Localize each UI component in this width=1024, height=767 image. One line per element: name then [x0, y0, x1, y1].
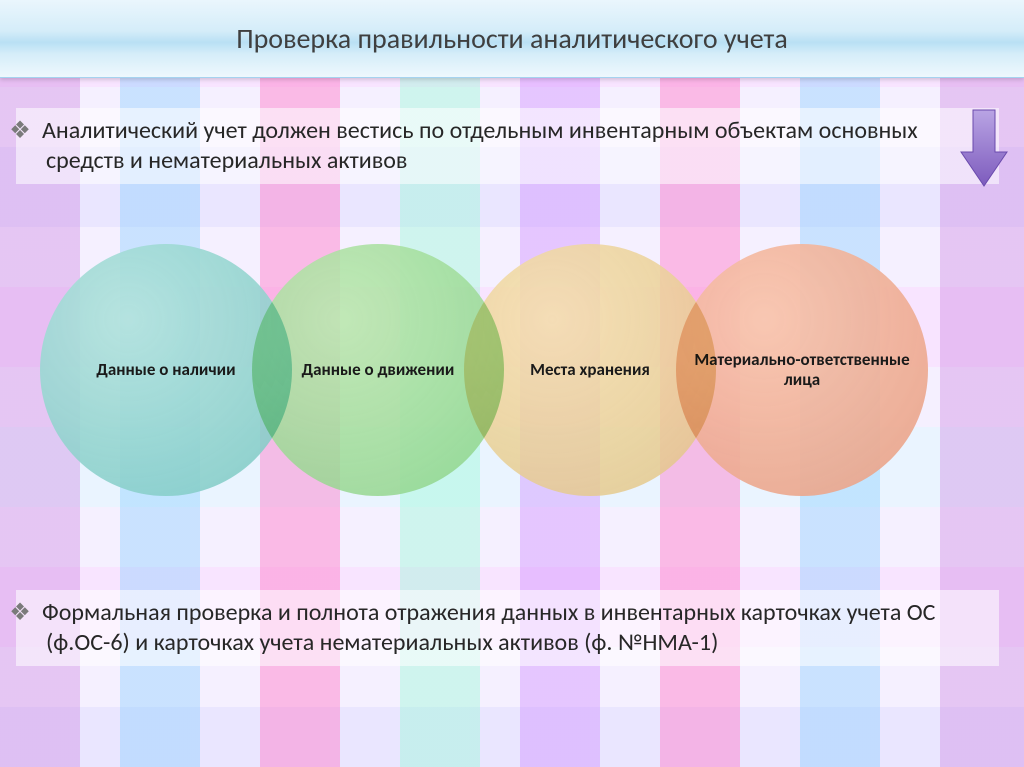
circle-4-label: Материально-ответственные лица	[694, 350, 910, 391]
circles-diagram: Данные о наличии Данные о движении Места…	[40, 244, 984, 504]
circle-2-label: Данные о движении	[302, 360, 455, 380]
top-text-block: ❖Аналитический учет должен вестись по от…	[16, 108, 999, 184]
bottom-text-block: ❖Формальная проверка и полнота отражения…	[16, 590, 999, 666]
bottom-text: Формальная проверка и полнота отражения …	[42, 598, 935, 657]
circle-1-label: Данные о наличии	[96, 360, 235, 380]
title-bar: Проверка правильности аналитического уче…	[0, 0, 1024, 78]
slide-title: Проверка правильности аналитического уче…	[236, 21, 788, 56]
down-arrow-icon	[959, 108, 1009, 188]
circle-3-label: Места хранения	[530, 360, 650, 380]
bullet-icon: ❖	[22, 598, 42, 628]
top-text: Аналитический учет должен вестись по отд…	[42, 116, 918, 175]
slide: Проверка правильности аналитического уче…	[0, 0, 1024, 767]
bullet-icon: ❖	[22, 116, 42, 146]
circle-4: Материально-ответственные лица	[676, 244, 928, 496]
